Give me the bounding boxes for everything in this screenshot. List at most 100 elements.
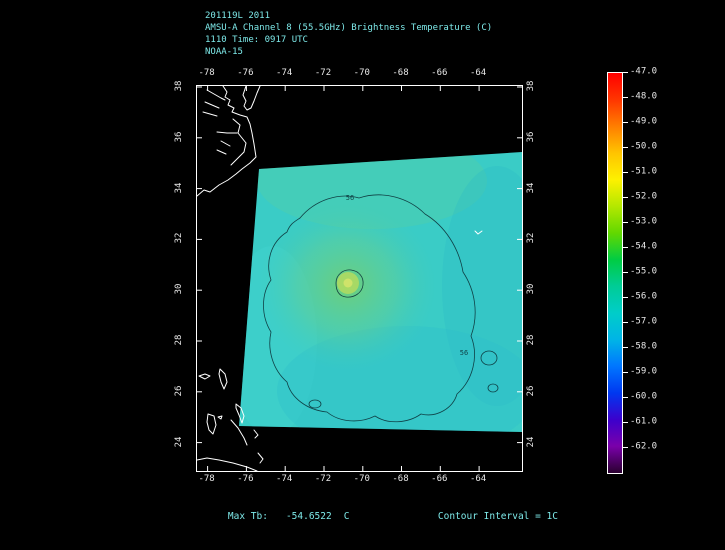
colorbar-tick [623,147,628,148]
lat-label-right: 30 [526,283,536,295]
colorbar-label: -50.0 [630,141,658,152]
colorbar-label: -61.0 [630,416,658,427]
contour-lines: 56 56 [263,194,499,423]
island-grand-bahama [198,373,211,380]
axis-ticks [197,86,522,471]
colorbar-tick [623,247,628,248]
lon-label-bottom: -76 [237,474,254,484]
island-cat [253,429,259,439]
contour-label-right: 56 [460,349,468,357]
map-frame [196,85,523,472]
satellite-label: NOAA-15 [205,47,243,57]
contour-small-2 [487,383,499,393]
river-james [202,111,218,117]
river-rappahannock [204,101,220,109]
colorbar-tick [623,197,628,198]
contour-interval-label: Contour Interval = 1C [437,511,558,522]
max-tb-unit: C [343,511,350,522]
coastline-delmarva [242,86,261,111]
river-pamlico [220,140,231,147]
contour-small-1 [480,350,498,366]
island-abaco [218,368,228,390]
contour-core [335,269,364,298]
colorbar-label: -52.0 [630,191,658,202]
lon-label-bottom: -66 [431,474,448,484]
sound-inner-shore [230,118,247,166]
colorbar-label: -57.0 [630,316,658,327]
contour-label-top: 56 [346,194,354,202]
lon-label-top: -66 [431,68,448,78]
colorbar-label: -48.0 [630,91,658,102]
colorbar [607,72,623,474]
contour-interval-annotation: Contour Interval = 1C [415,500,558,533]
lon-label-bottom: -64 [469,474,487,484]
colorbar-label: -56.0 [630,291,658,302]
lon-label-top: -76 [237,68,254,78]
colorbar-tick [623,372,628,373]
lat-label-left: 32 [174,232,184,244]
colorbar-tick [623,222,628,223]
colorbar-tick [623,297,628,298]
lon-label-bottom: -70 [353,474,370,484]
island-long [257,452,264,464]
max-tb-annotation: Max Tb: -54.6522 C [205,500,350,533]
colorbar-label: -47.0 [630,66,658,77]
colorbar-tick [623,72,628,73]
swath-warm-core-center [343,278,353,288]
lat-label-left: 28 [174,334,184,346]
colorbar-label: -60.0 [630,391,658,402]
river-potomac [206,89,226,101]
max-tb-value: -54.6522 [285,511,332,522]
lon-label-bottom: -78 [198,474,215,484]
colorbar-label: -62.0 [630,441,658,452]
dataset-label: 201119L 2011 [205,11,271,21]
chart-title: AMSU-A Channel 8 (55.5GHz) Brightness Te… [205,23,493,33]
island-bermuda [474,230,483,235]
island-new-providence [217,415,223,420]
colorbar-tick [623,122,628,123]
lon-label-top: -74 [276,68,293,78]
swath-tint-right [442,166,522,406]
colorbar-label: -51.0 [630,166,658,177]
satellite-swath [239,152,522,432]
lon-label-top: -70 [353,68,370,78]
colorbar-gradient [608,73,622,473]
coastline-mainland [197,86,257,197]
colorbar-tick [623,347,628,348]
lon-label-top: -68 [392,68,409,78]
colorbar-label: -58.0 [630,341,658,352]
colorbar-tick [623,397,628,398]
colorbar-tick [623,172,628,173]
lon-label-top: -78 [198,68,215,78]
lat-label-left: 36 [174,131,184,143]
lat-label-right: 34 [526,182,536,194]
lon-label-bottom: -74 [276,474,293,484]
lon-label-top: -72 [314,68,332,78]
colorbar-label: -53.0 [630,216,658,227]
lat-label-right: 28 [526,334,536,346]
lat-label-left: 26 [174,385,184,397]
colorbar-label: -54.0 [630,241,658,252]
lon-label-top: -64 [469,68,487,78]
lat-label-right: 26 [526,385,536,397]
lat-label-left: 34 [174,182,184,194]
lat-label-left: 30 [174,283,184,295]
river-neuse [216,149,227,155]
lat-label-right: 32 [526,232,536,244]
lat-label-right: 36 [526,131,536,143]
colorbar-tick [623,272,628,273]
lat-label-right: 24 [526,436,536,448]
colorbar-label: -59.0 [630,366,658,377]
map-plot: 56 56 [197,86,522,471]
lat-label-left: 38 [174,80,184,92]
max-tb-label: Max Tb: [227,511,268,522]
colorbar-label: -49.0 [630,116,658,127]
coastline-cuba [197,457,258,471]
island-andros [206,413,217,435]
lon-label-bottom: -72 [314,474,332,484]
lat-label-left: 24 [174,436,184,448]
colorbar-label: -55.0 [630,266,658,277]
colorbar-tick [623,97,628,98]
island-eleuthera [235,403,245,424]
